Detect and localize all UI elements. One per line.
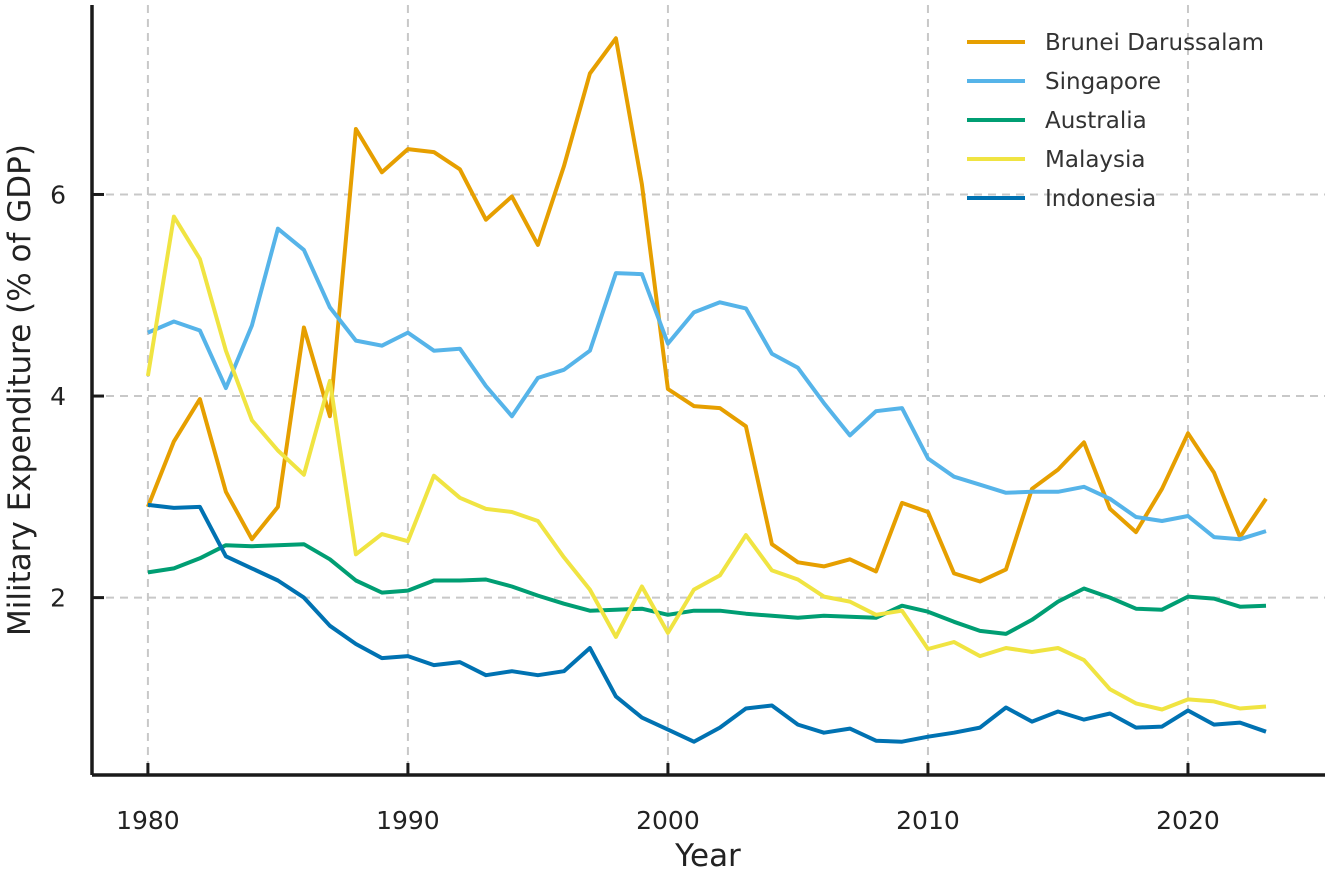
x-tick-label: 1990	[376, 806, 440, 835]
x-tick-label: 2020	[1156, 806, 1220, 835]
series-line-brunei-darussalam	[146, 36, 1268, 584]
y-axis-title: Military Expenditure (% of GDP)	[2, 144, 38, 636]
legend-label-indonesia: Indonesia	[1045, 186, 1156, 212]
series-line-malaysia	[145, 214, 1267, 712]
series-line-indonesia	[147, 502, 1267, 744]
ticks: 1980 1990 2000 2010 2020 2 4 6	[50, 180, 1220, 835]
axes	[90, 5, 1325, 777]
legend-label-malaysia: Malaysia	[1045, 147, 1146, 173]
x-axis-title: Year	[674, 838, 741, 871]
y-tick-label: 2	[50, 584, 66, 613]
series-line-australia	[147, 542, 1267, 636]
series-line-singapore	[147, 226, 1267, 542]
x-tick-label: 2010	[896, 806, 960, 835]
legend-label-singapore: Singapore	[1045, 69, 1161, 95]
grid	[92, 5, 1325, 775]
y-tick-label: 6	[50, 180, 66, 209]
legend: Brunei Darussalam Singapore Australia Malay…	[967, 30, 1264, 212]
x-tick-label: 1980	[116, 806, 180, 835]
x-tick-label: 2000	[636, 806, 700, 835]
y-tick-label: 4	[50, 382, 66, 411]
series-lines	[145, 36, 1268, 744]
legend-label-brunei-darussalam: Brunei Darussalam	[1045, 30, 1264, 56]
legend-label-australia: Australia	[1045, 108, 1147, 134]
